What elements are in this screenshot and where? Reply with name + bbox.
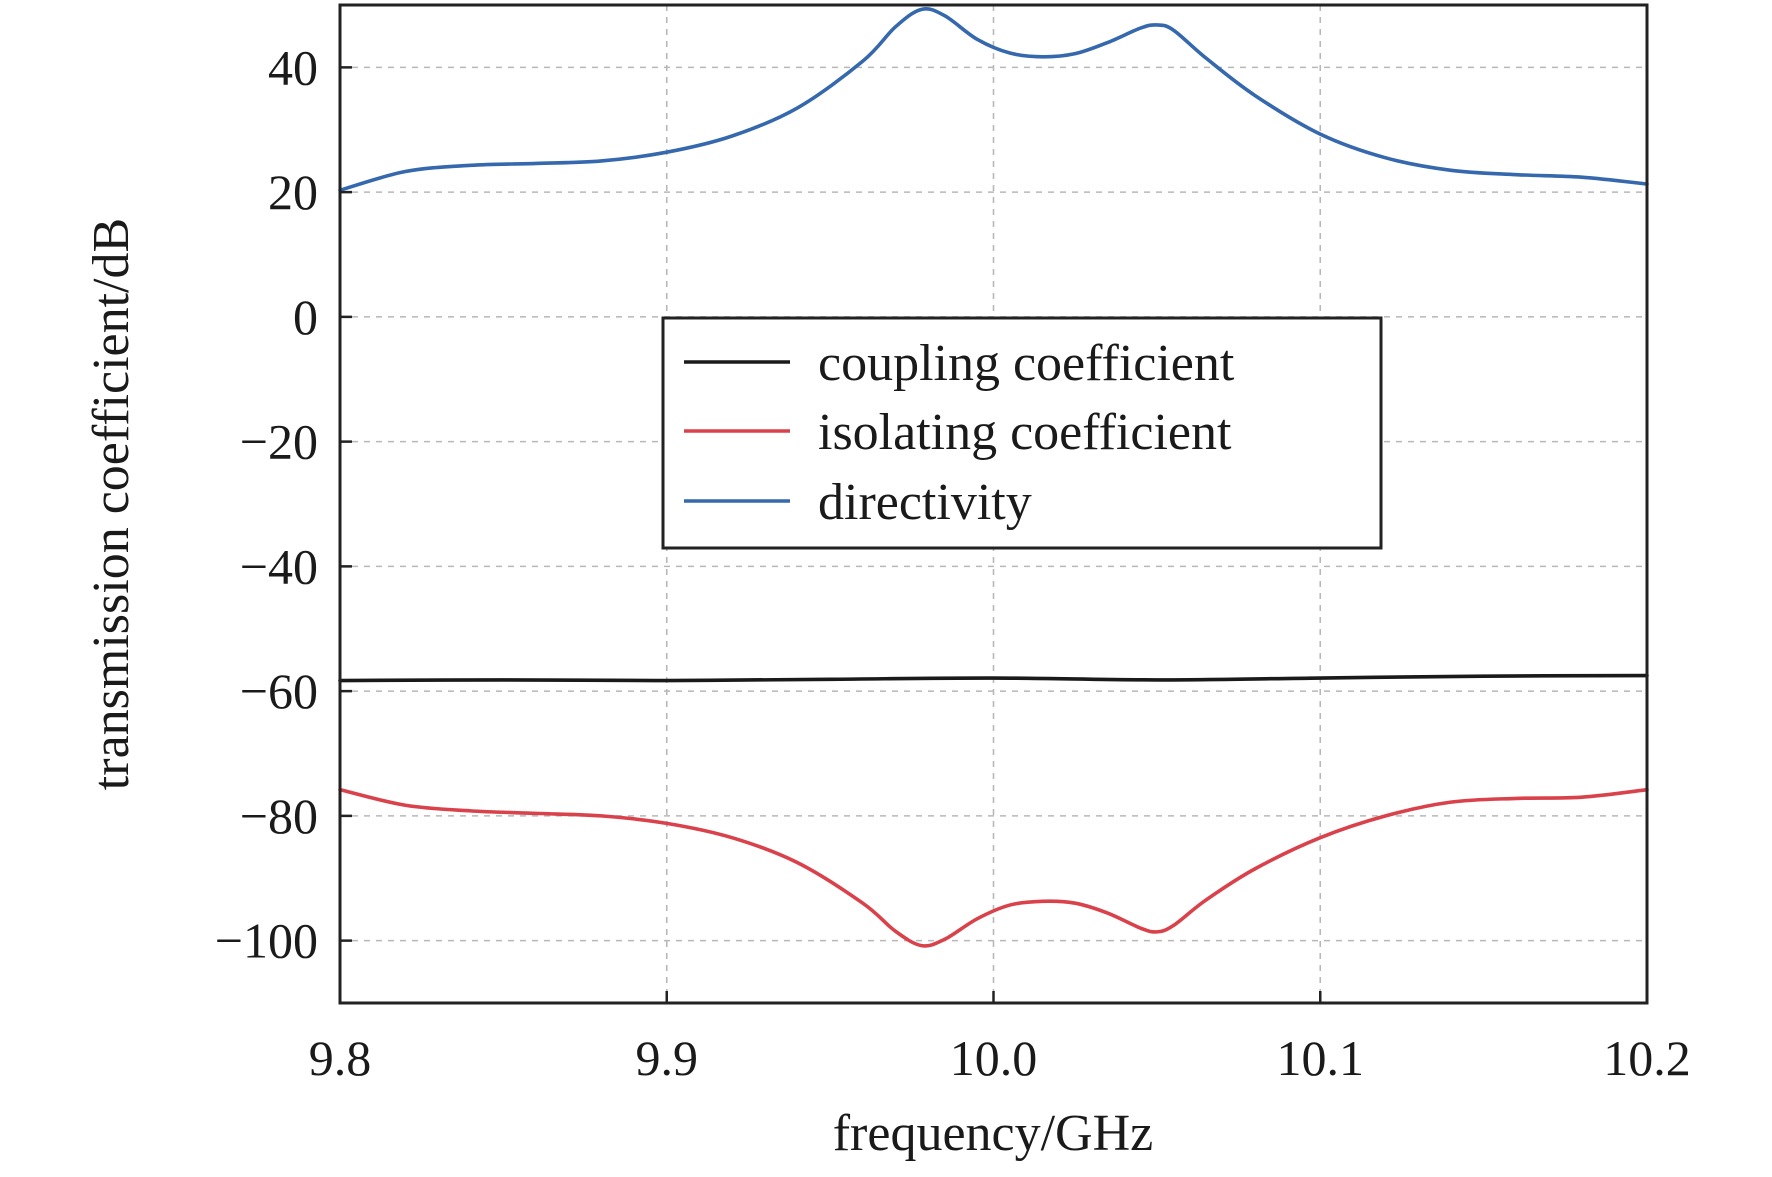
legend-label-coupling: coupling coefficient	[818, 335, 1235, 392]
isolating-coefficient-line	[338, 787, 1649, 948]
x-tick-label: 10.0	[950, 1030, 1038, 1086]
y-axis-title: transmission coefficient/dB	[83, 218, 140, 790]
y-tick-label: −20	[240, 414, 318, 470]
y-tick-label: −100	[215, 913, 318, 969]
legend-label-directivity: directivity	[818, 474, 1032, 531]
x-axis-title: frequency/GHz	[833, 1105, 1154, 1162]
x-tick-label: 9.9	[636, 1030, 699, 1086]
legend: coupling coefficient isolating coefficie…	[661, 316, 1383, 550]
y-tick-label: 0	[293, 289, 318, 345]
series-lines	[338, 7, 1649, 948]
x-tick-label: 9.8	[309, 1030, 372, 1086]
y-tick-label: −80	[240, 788, 318, 844]
x-tick-label: 10.1	[1277, 1030, 1365, 1086]
y-tick-label: −60	[240, 663, 318, 719]
x-tick-label: 10.2	[1603, 1030, 1691, 1086]
directivity-line	[338, 7, 1649, 193]
tick-labels: 9.8 9.9 10.0 10.1 10.2 40 20 0 −20 −40 −60 −80 −100	[215, 39, 1691, 1086]
coupling-coefficient-line	[338, 673, 1649, 683]
y-tick-label: 20	[268, 164, 318, 220]
legend-box	[661, 316, 1383, 550]
ticks	[338, 66, 1649, 1003]
y-tick-label: −40	[240, 538, 318, 594]
y-tick-label: 40	[268, 39, 318, 95]
legend-label-isolating: isolating coefficient	[818, 404, 1232, 461]
